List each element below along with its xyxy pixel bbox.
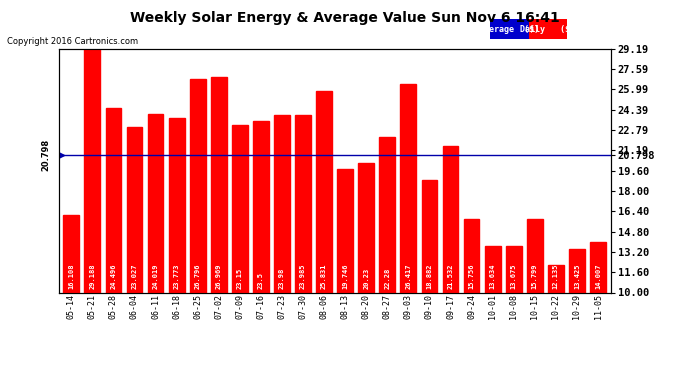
Text: 23.5: 23.5 <box>258 272 264 290</box>
Text: 23.98: 23.98 <box>279 268 285 290</box>
Bar <box>274 115 290 292</box>
Text: 16.108: 16.108 <box>68 264 75 290</box>
Text: 25.831: 25.831 <box>321 264 327 290</box>
Text: 29.188: 29.188 <box>90 264 95 290</box>
Bar <box>211 77 227 292</box>
Text: 13.675: 13.675 <box>511 264 517 290</box>
Bar <box>380 136 395 292</box>
Bar <box>63 215 79 292</box>
Bar <box>400 84 416 292</box>
Bar <box>126 127 142 292</box>
Bar <box>490 19 529 39</box>
Bar <box>485 246 500 292</box>
Bar <box>358 162 374 292</box>
Text: 12.135: 12.135 <box>553 264 559 290</box>
Text: Copyright 2016 Cartronics.com: Copyright 2016 Cartronics.com <box>7 38 138 46</box>
Text: Average  ($): Average ($) <box>480 25 539 34</box>
Text: 15.756: 15.756 <box>469 264 475 290</box>
Text: 18.882: 18.882 <box>426 264 433 290</box>
Bar <box>106 108 121 292</box>
Bar <box>506 246 522 292</box>
Bar <box>148 114 164 292</box>
Text: 23.985: 23.985 <box>300 264 306 290</box>
Bar <box>569 249 585 292</box>
Bar <box>253 121 269 292</box>
Text: 26.796: 26.796 <box>195 264 201 290</box>
Text: 26.417: 26.417 <box>406 264 411 290</box>
Bar <box>548 266 564 292</box>
Text: 24.019: 24.019 <box>152 264 159 290</box>
Bar <box>464 219 480 292</box>
Bar <box>316 92 332 292</box>
Text: 15.799: 15.799 <box>532 264 538 290</box>
Bar <box>422 180 437 292</box>
Text: 22.28: 22.28 <box>384 268 391 290</box>
Text: 20.798: 20.798 <box>41 139 50 171</box>
Bar <box>169 117 184 292</box>
Bar <box>232 126 248 292</box>
Text: 24.496: 24.496 <box>110 264 117 290</box>
Bar <box>527 219 543 292</box>
Text: 23.027: 23.027 <box>132 264 137 290</box>
Text: 14.007: 14.007 <box>595 264 601 290</box>
Bar <box>190 79 206 292</box>
Bar <box>529 19 567 39</box>
Text: 13.634: 13.634 <box>490 264 495 290</box>
Bar <box>442 146 458 292</box>
Text: 23.773: 23.773 <box>174 264 179 290</box>
Text: 13.425: 13.425 <box>574 264 580 290</box>
Text: 23.15: 23.15 <box>237 268 243 290</box>
Text: 19.746: 19.746 <box>342 264 348 290</box>
Text: 21.532: 21.532 <box>448 264 453 290</box>
Text: Weekly Solar Energy & Average Value Sun Nov 6 16:41: Weekly Solar Energy & Average Value Sun … <box>130 11 560 25</box>
Bar <box>337 169 353 292</box>
Text: 20.23: 20.23 <box>363 268 369 290</box>
Bar <box>590 242 606 292</box>
Bar <box>295 115 311 292</box>
Text: 26.969: 26.969 <box>216 264 221 290</box>
Bar <box>84 49 100 292</box>
Text: Daily   ($): Daily ($) <box>520 25 575 34</box>
